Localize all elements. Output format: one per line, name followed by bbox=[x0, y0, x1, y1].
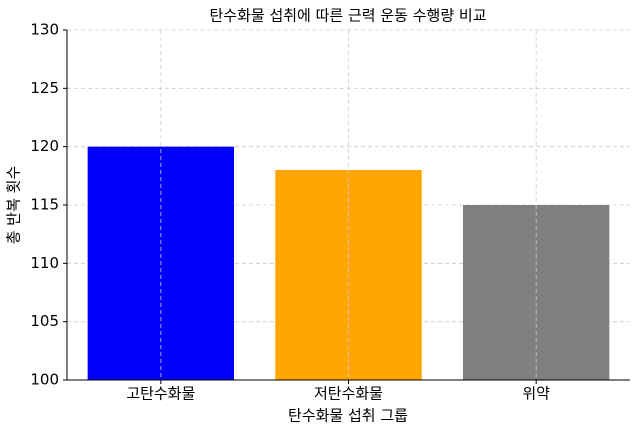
y-axis-label: 총 반복 횟수 bbox=[5, 166, 23, 245]
x-axis-label: 탄수화물 섭취 그룹 bbox=[288, 407, 408, 425]
x-tick-label: 고탄수화물 bbox=[126, 385, 195, 403]
y-tick-label: 125 bbox=[30, 79, 59, 97]
y-tick-label: 115 bbox=[30, 196, 59, 214]
y-tick-label: 100 bbox=[30, 371, 59, 389]
chart-title: 탄수화물 섭취에 따른 근력 운동 수행량 비교 bbox=[209, 7, 486, 25]
y-tick-label: 120 bbox=[30, 137, 59, 155]
x-tick-label: 위약 bbox=[522, 385, 550, 403]
x-tick-label: 저탄수화물 bbox=[314, 385, 383, 403]
y-tick-label: 105 bbox=[30, 312, 59, 330]
y-tick-label: 110 bbox=[30, 254, 59, 272]
y-tick-label: 130 bbox=[30, 21, 59, 39]
